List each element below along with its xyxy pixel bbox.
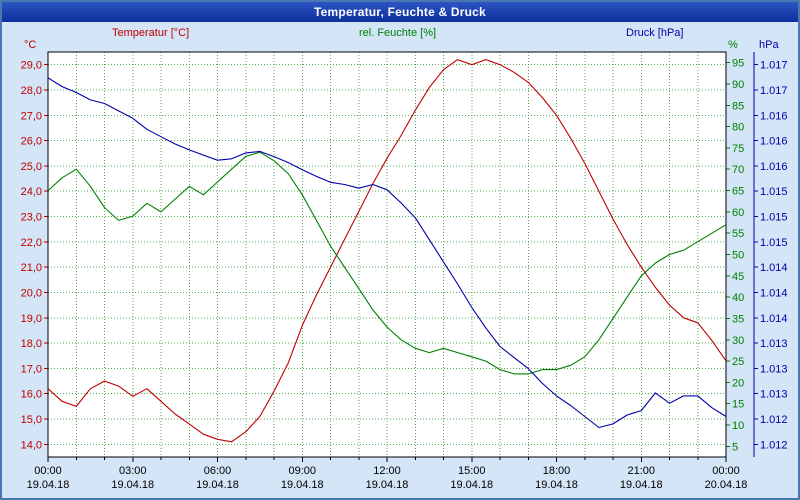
window-title: Temperatur, Feuchte & Druck [314, 5, 486, 19]
svg-text:17,0: 17,0 [21, 363, 42, 375]
svg-text:40: 40 [732, 292, 744, 304]
svg-text:1.014: 1.014 [760, 262, 788, 274]
svg-text:85: 85 [732, 100, 744, 112]
date-tick-label: 19.04.18 [111, 479, 154, 491]
humidity-line [47, 151, 727, 375]
svg-text:1.013: 1.013 [760, 338, 788, 350]
svg-text:29,0: 29,0 [21, 60, 42, 72]
svg-text:22,0: 22,0 [21, 237, 42, 249]
svg-text:28,0: 28,0 [21, 85, 42, 97]
svg-text:1.016: 1.016 [760, 136, 788, 148]
svg-text:65: 65 [732, 186, 744, 198]
svg-text:20,0: 20,0 [21, 287, 42, 299]
svg-text:1.014: 1.014 [760, 313, 788, 325]
svg-text:45: 45 [732, 271, 744, 283]
svg-text:1.015: 1.015 [760, 212, 788, 224]
svg-text:5: 5 [732, 441, 738, 453]
pressure-axis: 1.017 1.017 1.016 1.016 1.016 1.015 1.015 1.015… [753, 52, 788, 457]
time-tick-label: 00:00 [712, 465, 740, 477]
title-bar: Temperatur, Feuchte & Druck [2, 2, 798, 22]
svg-text:21,0: 21,0 [21, 262, 42, 274]
svg-text:1.014: 1.014 [760, 287, 788, 299]
time-tick-label: 09:00 [288, 465, 316, 477]
svg-text:75: 75 [732, 143, 744, 155]
grid [48, 52, 726, 457]
date-tick-label: 19.04.18 [366, 479, 409, 491]
plot-background [48, 52, 726, 457]
svg-text:1.013: 1.013 [760, 389, 788, 401]
svg-text:16,0: 16,0 [21, 389, 42, 401]
date-tick-label: 20.04.18 [705, 479, 748, 491]
time-tick-label: 21:00 [627, 465, 655, 477]
svg-text:1.016: 1.016 [760, 161, 788, 173]
svg-text:1.015: 1.015 [760, 237, 788, 249]
svg-text:1.017: 1.017 [760, 60, 788, 72]
pressure-line [47, 77, 727, 429]
svg-text:18,0: 18,0 [21, 338, 42, 350]
svg-text:20: 20 [732, 377, 744, 389]
svg-text:26,0: 26,0 [21, 136, 42, 148]
svg-text:23,0: 23,0 [21, 212, 42, 224]
time-tick-label: 03:00 [119, 465, 147, 477]
svg-text:60: 60 [732, 207, 744, 219]
time-tick-label: 12:00 [373, 465, 401, 477]
date-tick-label: 19.04.18 [450, 479, 493, 491]
temperature-line [47, 59, 727, 443]
svg-text:90: 90 [732, 79, 744, 91]
plot-frame [47, 51, 727, 458]
svg-text:25: 25 [732, 356, 744, 368]
svg-text:80: 80 [732, 122, 744, 134]
svg-text:15: 15 [732, 399, 744, 411]
date-tick-label: 19.04.18 [281, 479, 324, 491]
svg-text:35: 35 [732, 313, 744, 325]
svg-text:50: 50 [732, 250, 744, 262]
svg-text:1.012: 1.012 [760, 414, 788, 426]
svg-text:14,0: 14,0 [21, 439, 42, 451]
time-tick-label: 06:00 [204, 465, 232, 477]
svg-text:1.017: 1.017 [760, 85, 788, 97]
svg-text:70: 70 [732, 164, 744, 176]
svg-text:1.015: 1.015 [760, 186, 788, 198]
time-tick-label: 00:00 [34, 465, 62, 477]
svg-text:95: 95 [732, 58, 744, 70]
svg-text:1.013: 1.013 [760, 363, 788, 375]
svg-text:15,0: 15,0 [21, 414, 42, 426]
svg-text:55: 55 [732, 228, 744, 240]
svg-text:27,0: 27,0 [21, 110, 42, 122]
time-tick-label: 18:00 [543, 465, 571, 477]
svg-text:25,0: 25,0 [21, 161, 42, 173]
date-tick-label: 19.04.18 [196, 479, 239, 491]
date-tick-label: 19.04.18 [535, 479, 578, 491]
time-axis: 00:00 19.04.18 03:00 19.04.18 06:00 19.04.18 0… [27, 457, 748, 491]
date-tick-label: 19.04.18 [620, 479, 663, 491]
svg-text:30: 30 [732, 335, 744, 347]
svg-text:10: 10 [732, 420, 744, 432]
temperature-axis: 29,0 28,0 27,0 26,0 25,0 24,0 23,0 22,0 21,0 20,0… [21, 60, 48, 451]
date-tick-label: 19.04.18 [27, 479, 70, 491]
svg-text:19,0: 19,0 [21, 313, 42, 325]
svg-text:1.012: 1.012 [760, 439, 788, 451]
svg-text:24,0: 24,0 [21, 186, 42, 198]
humidity-axis: 95 90 85 80 75 70 65 60 55 50 45 40 35 30 25 20 15 10 5 [726, 58, 744, 453]
chart-canvas: 29,0 28,0 27,0 26,0 25,0 24,0 23,0 22,0 21,0 20,0… [21, 51, 788, 491]
svg-text:1.016: 1.016 [760, 110, 788, 122]
time-tick-label: 15:00 [458, 465, 486, 477]
